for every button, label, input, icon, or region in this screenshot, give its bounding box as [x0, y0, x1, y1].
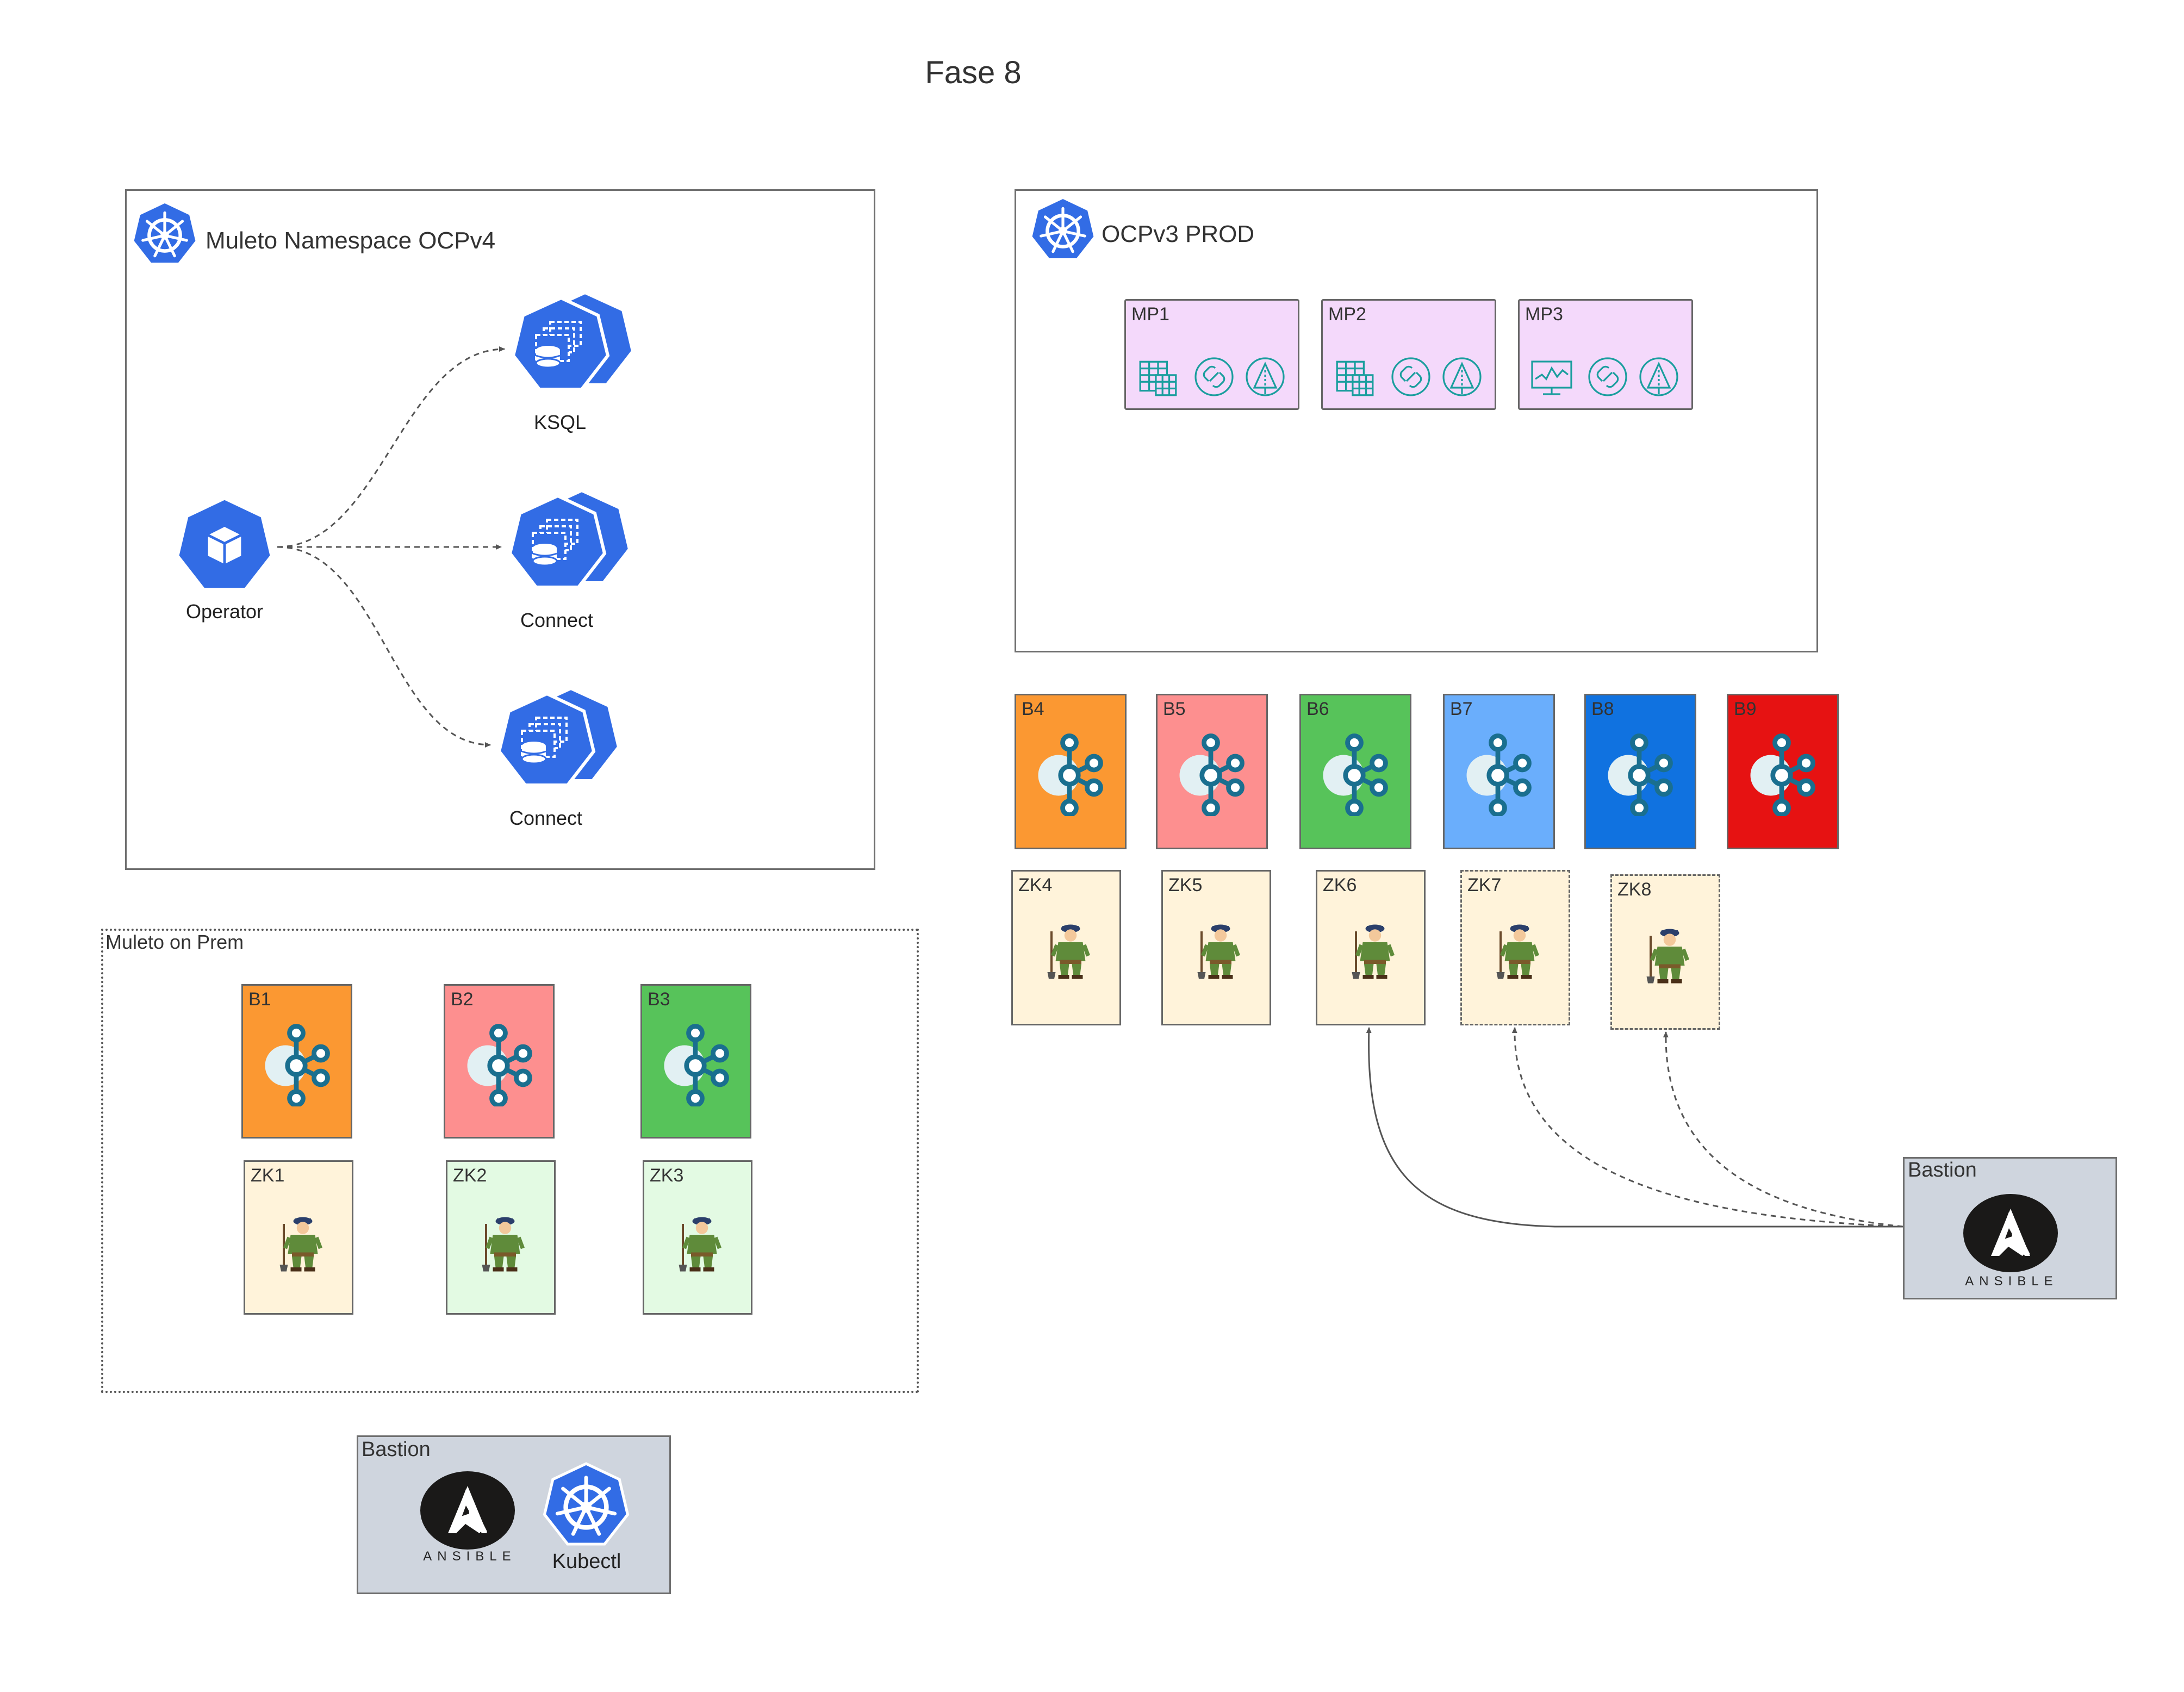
zookeeper-label: ZK6 [1323, 875, 1357, 895]
broker-card: B2 [444, 984, 555, 1139]
zookeeper-label: ZK3 [650, 1165, 684, 1186]
connect-label: Connect [509, 807, 583, 829]
zookeeper-label: ZK5 [1168, 875, 1203, 895]
zookeeper-label: ZK2 [453, 1165, 487, 1186]
zookeeper-card: ZK5 [1161, 870, 1271, 1025]
zookeeper-card: ZK4 [1011, 870, 1121, 1025]
broker-card: B4 [1015, 694, 1127, 849]
bastion-to-zk7-edge [1511, 1027, 1903, 1228]
broker-label: B1 [248, 989, 271, 1010]
zookeeper-label: ZK1 [251, 1165, 285, 1186]
bastion-right-box: Bastion ANSIBLE [1903, 1157, 2117, 1299]
bastion-label: Bastion [362, 1438, 431, 1461]
broker-label: B8 [1591, 699, 1614, 719]
broker-card: B7 [1443, 694, 1555, 849]
zookeeper-card: ZK2 [446, 1160, 556, 1315]
broker-card: B3 [640, 984, 751, 1139]
zookeeper-card: ZK7 [1460, 870, 1570, 1025]
broker-label: B9 [1734, 699, 1757, 719]
bastion-to-zk6-edge [1366, 1027, 1903, 1228]
broker-label: B5 [1163, 699, 1186, 719]
zookeeper-card: ZK6 [1316, 870, 1426, 1025]
mp3-box: MP3 [1518, 299, 1693, 410]
bastion-to-zk8-edge [1663, 1031, 1903, 1228]
zookeeper-card: ZK8 [1610, 874, 1720, 1030]
zookeeper-label: ZK7 [1467, 875, 1502, 895]
operator-to-connect-edge [277, 546, 491, 748]
mp2-box: MP2 [1321, 299, 1496, 410]
page-title: Fase 8 [925, 55, 1022, 90]
mp1-label: MP1 [1131, 304, 1169, 325]
connect-label: Connect [520, 609, 594, 631]
broker-card: B9 [1727, 694, 1839, 849]
bastion-label: Bastion [1908, 1159, 1977, 1181]
on-prem-panel-label: Muleto on Prem [105, 931, 244, 953]
broker-label: B4 [1022, 699, 1044, 719]
broker-label: B3 [648, 989, 670, 1010]
ksql-label: KSQL [533, 411, 587, 433]
ocp3-panel-label: OCPv3 PROD [1102, 221, 1255, 247]
operator-label: Operator [185, 600, 264, 623]
broker-label: B6 [1306, 699, 1329, 719]
mp2-label: MP2 [1328, 304, 1366, 325]
zookeeper-card: ZK1 [244, 1160, 353, 1315]
broker-card: B6 [1299, 694, 1411, 849]
zookeeper-label: ZK8 [1617, 879, 1652, 900]
broker-label: B7 [1450, 699, 1473, 719]
ocp4-panel-label: Muleto Namespace OCPv4 [206, 227, 496, 254]
bastion-bottom-box: Bastion ANSIBLE Kubectl [357, 1435, 671, 1594]
kubectl-label: Kubectl [552, 1550, 621, 1573]
zookeeper-card: ZK3 [643, 1160, 752, 1315]
mp1-box: MP1 [1124, 299, 1299, 410]
zookeeper-label: ZK4 [1018, 875, 1053, 895]
broker-label: B2 [451, 989, 474, 1010]
broker-card: B1 [241, 984, 352, 1139]
broker-card: B5 [1156, 694, 1268, 849]
operator-to-ksql-edge [277, 346, 505, 548]
ansible-wordmark: ANSIBLE [1965, 1274, 2058, 1289]
ansible-wordmark: ANSIBLE [423, 1549, 517, 1564]
mp3-label: MP3 [1525, 304, 1563, 325]
ocp3-prod-panel [1015, 189, 1818, 652]
broker-card: B8 [1584, 694, 1696, 849]
